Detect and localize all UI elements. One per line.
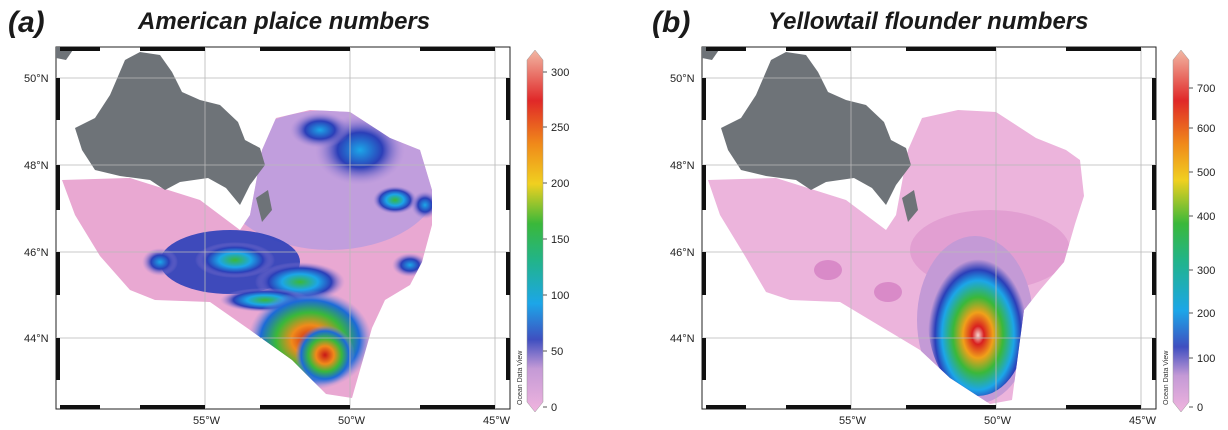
colorbar-b (1172, 49, 1190, 413)
frame-ticks-b (702, 47, 1156, 409)
frame-ticks-a (56, 47, 510, 409)
panel-b-letter: (b) (652, 6, 691, 39)
lat-label-44n-b: 44°N (670, 333, 695, 345)
colorbar-tick-0-b: 0 (1197, 402, 1203, 414)
colorbar-tick-0-a: 0 (551, 402, 557, 414)
lat-label-46n-a: 46°N (24, 247, 49, 259)
lat-label-50n-b: 50°N (670, 73, 695, 85)
land-island-a (256, 190, 272, 222)
colorbar-tick-50-a: 50 (551, 346, 563, 358)
map-panel-a: 50°N 48°N 46°N 44°N 55°W 50°W 45°W Ocean… (24, 46, 569, 427)
colorbar-tick-100-b: 100 (1197, 353, 1215, 365)
odv-watermark-a: Ocean Data View (517, 350, 524, 405)
colorbar-tick-200-b: 200 (1197, 308, 1215, 320)
lat-label-46n-b: 46°N (670, 247, 695, 259)
colorbar-tick-300-b: 300 (1197, 265, 1215, 277)
colorbar-tick-150-a: 150 (551, 234, 569, 246)
odv-watermark-b: Ocean Data View (1163, 350, 1170, 405)
map-panel-b: 50°N 48°N 46°N 44°N 55°W 50°W 45°W Ocean… (670, 46, 1215, 427)
colorbar-ticks-a (543, 71, 547, 408)
colorbar-a (526, 49, 544, 413)
colorbar-tick-500-b: 500 (1197, 167, 1215, 179)
colorbar-tick-100-a: 100 (551, 290, 569, 302)
colorbar-ticks-b (1189, 87, 1193, 408)
lon-label-50w-b: 50°W (984, 415, 1012, 427)
graticule-b (702, 47, 1156, 409)
colorbar-tick-300-a: 300 (551, 67, 569, 79)
colorbar-tick-700-b: 700 (1197, 83, 1215, 95)
land-newfoundland-a (75, 52, 265, 205)
land-newfoundland-b (721, 52, 911, 205)
graticule-a (56, 47, 510, 409)
lon-label-55w-b: 55°W (839, 415, 867, 427)
lat-label-48n-a: 48°N (24, 160, 49, 172)
colorbar-tick-400-b: 400 (1197, 211, 1215, 223)
lat-label-48n-b: 48°N (670, 160, 695, 172)
lon-label-45w-a: 45°W (483, 415, 511, 427)
land-island-b (902, 190, 918, 222)
colorbar-tick-250-a: 250 (551, 122, 569, 134)
lon-label-55w-a: 55°W (193, 415, 221, 427)
lat-label-50n-a: 50°N (24, 73, 49, 85)
panel-b-title: Yellowtail flounder numbers (768, 8, 1089, 35)
lon-label-50w-a: 50°W (338, 415, 366, 427)
colorbar-tick-200-a: 200 (551, 178, 569, 190)
lon-label-45w-b: 45°W (1129, 415, 1157, 427)
colorbar-tick-600-b: 600 (1197, 123, 1215, 135)
lat-label-44n-a: 44°N (24, 333, 49, 345)
panel-a-letter: (a) (8, 6, 45, 39)
panel-a-title: American plaice numbers (138, 8, 431, 35)
